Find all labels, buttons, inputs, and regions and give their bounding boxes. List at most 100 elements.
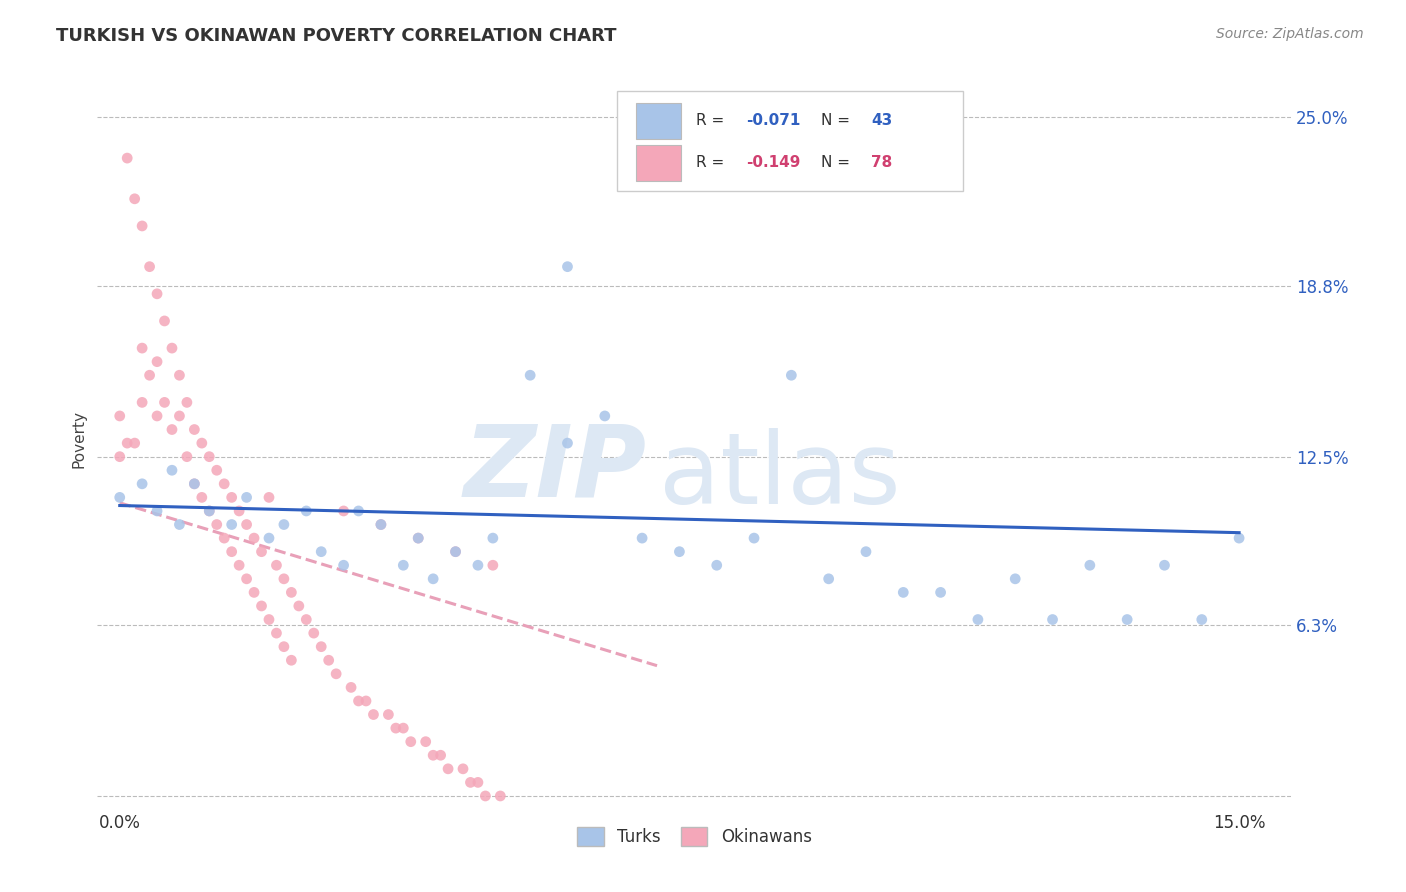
Point	[385, 721, 408, 735]
Point	[221, 517, 243, 532]
Point	[347, 504, 370, 518]
Point	[115, 151, 138, 165]
Point	[489, 789, 512, 803]
Point	[266, 626, 288, 640]
Point	[280, 653, 302, 667]
Point	[146, 409, 169, 423]
Point	[392, 558, 415, 573]
Point	[482, 558, 505, 573]
Point	[273, 640, 295, 654]
Point	[370, 517, 392, 532]
Point	[482, 531, 505, 545]
Point	[295, 504, 318, 518]
Point	[273, 517, 295, 532]
Point	[444, 544, 467, 558]
Point	[318, 653, 340, 667]
Point	[250, 599, 273, 613]
Point	[221, 544, 243, 558]
Text: -0.149: -0.149	[745, 155, 800, 170]
Point	[160, 423, 183, 437]
Point	[557, 436, 579, 450]
Point	[250, 544, 273, 558]
Point	[115, 436, 138, 450]
Point	[422, 572, 444, 586]
Text: R =: R =	[696, 113, 728, 128]
Point	[176, 395, 198, 409]
Text: N =: N =	[821, 113, 855, 128]
Point	[354, 694, 377, 708]
Point	[437, 762, 460, 776]
Point	[444, 544, 467, 558]
Point	[332, 558, 354, 573]
Point	[131, 476, 153, 491]
Point	[347, 694, 370, 708]
Point	[392, 721, 415, 735]
Point	[183, 476, 205, 491]
Point	[108, 409, 131, 423]
Point	[131, 395, 153, 409]
Point	[146, 504, 169, 518]
Point	[205, 517, 228, 532]
Point	[1078, 558, 1101, 573]
Point	[406, 531, 429, 545]
Point	[429, 748, 451, 763]
Point	[273, 572, 295, 586]
Point	[280, 585, 302, 599]
Point	[257, 613, 280, 627]
Point	[302, 626, 325, 640]
Point	[235, 517, 257, 532]
Point	[235, 572, 257, 586]
Point	[257, 531, 280, 545]
Point	[1042, 613, 1064, 627]
Point	[309, 544, 332, 558]
Point	[228, 504, 250, 518]
Point	[131, 341, 153, 355]
Point	[706, 558, 728, 573]
Point	[243, 585, 266, 599]
Point	[205, 463, 228, 477]
Point	[198, 504, 221, 518]
Point	[415, 734, 437, 748]
Point	[668, 544, 690, 558]
Point	[967, 613, 990, 627]
Point	[146, 354, 169, 368]
Point	[146, 286, 169, 301]
Point	[191, 491, 214, 505]
Point	[474, 789, 496, 803]
Point	[340, 681, 363, 695]
Text: 78: 78	[872, 155, 893, 170]
Point	[191, 436, 214, 450]
Point	[212, 476, 235, 491]
Point	[138, 368, 160, 383]
Point	[295, 613, 318, 627]
Point	[1004, 572, 1026, 586]
Point	[131, 219, 153, 233]
Point	[1116, 613, 1139, 627]
Point	[160, 463, 183, 477]
Point	[212, 531, 235, 545]
Point	[183, 423, 205, 437]
Point	[221, 491, 243, 505]
Point	[228, 558, 250, 573]
Point	[817, 572, 839, 586]
Legend: Turks, Okinawans: Turks, Okinawans	[571, 821, 818, 853]
Point	[631, 531, 654, 545]
Point	[855, 544, 877, 558]
Point	[257, 491, 280, 505]
Text: TURKISH VS OKINAWAN POVERTY CORRELATION CHART: TURKISH VS OKINAWAN POVERTY CORRELATION …	[56, 27, 617, 45]
Point	[153, 314, 176, 328]
Point	[325, 666, 347, 681]
Text: -0.071: -0.071	[745, 113, 800, 128]
Point	[160, 341, 183, 355]
Point	[557, 260, 579, 274]
Point	[124, 436, 146, 450]
Text: ZIP: ZIP	[464, 420, 647, 517]
Point	[332, 504, 354, 518]
Point	[176, 450, 198, 464]
Point	[377, 707, 399, 722]
Point	[406, 531, 429, 545]
Text: 43: 43	[872, 113, 893, 128]
Point	[288, 599, 311, 613]
Point	[138, 260, 160, 274]
Point	[467, 558, 489, 573]
